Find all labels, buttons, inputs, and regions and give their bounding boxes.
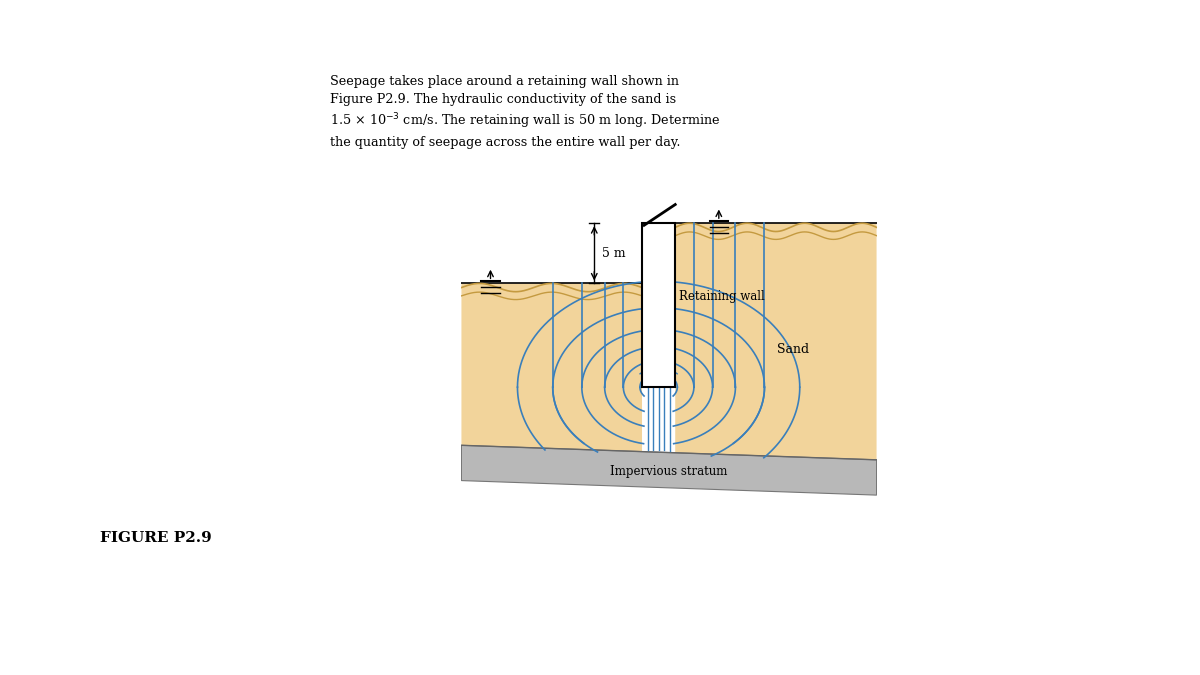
Polygon shape bbox=[676, 223, 876, 460]
Text: FIGURE P2.9: FIGURE P2.9 bbox=[100, 531, 211, 545]
Text: Impervious stratum: Impervious stratum bbox=[611, 465, 727, 478]
Text: Retaining wall: Retaining wall bbox=[678, 290, 764, 304]
Polygon shape bbox=[462, 446, 876, 495]
Polygon shape bbox=[462, 284, 642, 452]
Bar bbox=[642, 223, 676, 387]
Text: Sand: Sand bbox=[776, 344, 809, 356]
Text: 5 m: 5 m bbox=[601, 247, 625, 260]
Text: Seepage takes place around a retaining wall shown in
Figure P2.9. The hydraulic : Seepage takes place around a retaining w… bbox=[330, 75, 720, 149]
